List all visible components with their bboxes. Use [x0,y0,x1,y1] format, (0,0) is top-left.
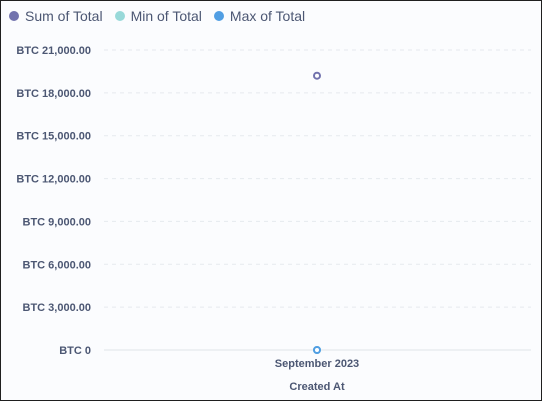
x-tick-label: September 2023 [275,358,359,370]
y-tick-label: BTC 18,000.00 [16,88,91,100]
data-points [313,71,321,354]
legend-swatch-sum-of-total [9,11,19,21]
y-tick-label: BTC 12,000.00 [16,174,91,186]
legend-swatch-min-of-total [114,11,125,21]
legend-label-max-of-total: Max of Total [229,8,306,24]
legend-item-min-of-total[interactable]: Min of Total [114,8,202,24]
legend-label-min-of-total: Min of Total [130,8,202,24]
y-tick-label: BTC 21,000.00 [16,45,91,57]
legend-label-sum-of-total: Sum of Total [25,8,103,24]
y-tick-label: BTC 9,000.00 [23,216,91,228]
y-tick-label: BTC 6,000.00 [23,259,91,271]
legend-item-max-of-total[interactable]: Max of Total [213,8,306,24]
legend: Sum of Total Min of Total Max of Total [9,5,305,27]
x-axis-title: Created At [289,381,345,393]
data-point-sum-of-total[interactable] [313,71,321,80]
x-axis: September 2023 [275,358,359,370]
grid-layer [104,49,531,351]
y-tick-label: BTC 3,000.00 [23,302,91,314]
data-point-max-of-total[interactable] [313,346,321,354]
legend-swatch-max-of-total [213,11,224,21]
y-tick-label: BTC 0 [59,345,91,357]
y-axis: BTC 0 BTC 3,000.00 BTC 6,000.00 BTC 9,000.0… [16,45,91,357]
legend-item-sum-of-total[interactable]: Sum of Total [9,8,103,24]
y-tick-label: BTC 15,000.00 [16,131,91,143]
